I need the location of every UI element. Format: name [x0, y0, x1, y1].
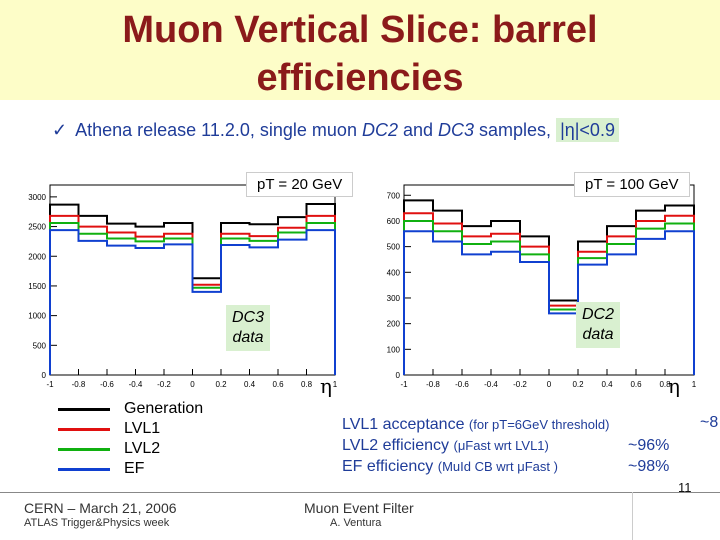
footer-event: ATLAS Trigger&Physics week [24, 517, 170, 529]
pt20-x-tick-label: -0.4 [129, 380, 143, 389]
pt20-x-tick-label: 1 [333, 380, 338, 389]
pt20-y-tick-label: 500 [33, 341, 47, 350]
title-line-2: efficiencies [256, 57, 464, 99]
ef-efficiency-row: EF efficiency (MuId CB wrt μFast ) ~98% [342, 456, 669, 477]
lvl1-value: ~8 [700, 414, 719, 431]
footer-author: A. Ventura [330, 517, 382, 529]
lvl1-acceptance-row: LVL1 acceptance (for pT=6GeV threshold) [342, 414, 609, 435]
bullet-and: and [397, 120, 439, 140]
pt100-y-tick-label: 400 [387, 268, 401, 277]
pt100-x-tick-label: 0.6 [630, 380, 642, 389]
legend-label-generation: Generation [124, 400, 204, 417]
dc3-label-line1: DC3 [232, 309, 265, 326]
pt100-x-tick-label: 0.2 [572, 380, 584, 389]
bullet-dc2: DC2 [361, 120, 398, 140]
dc2-label-line1: DC2 [582, 306, 615, 323]
pt100-x-tick-label: -0.2 [513, 380, 527, 389]
eta-axis-label-right: η [668, 374, 680, 398]
pt20-label: pT = 20 GeV [246, 172, 354, 197]
pt100-x-tick-label: 0.8 [659, 380, 671, 389]
lvl1-main: LVL1 acceptance [342, 416, 469, 433]
dc2-label-line2: data [582, 326, 614, 343]
pt20-x-tick-label: 0.4 [244, 380, 256, 389]
ef-note: (MuId CB wrt μFast ) [437, 459, 558, 474]
pt20-x-tick-label: -0.6 [100, 380, 114, 389]
title-line-1: Muon Vertical Slice: barrel [122, 9, 598, 51]
plot-pt20: -1 -0.8 -0.6 -0.4 -0.2 0 0.2 0.4 0.6 0.8 1 0 500 1000… [28, 184, 338, 389]
pt100-y-tick-label: 600 [387, 217, 401, 226]
pt100-label: pT = 100 GeV [574, 172, 690, 197]
pt100-x-tick-label: -0.8 [426, 380, 440, 389]
ef-value: ~98% [628, 458, 670, 475]
pt100-y-tick-label: 500 [387, 243, 401, 252]
pt100-y-tick-label: 200 [387, 320, 401, 329]
ef-main: EF efficiency [342, 458, 438, 475]
bullet-suffix: samples, [474, 120, 557, 140]
lvl2-value: ~96% [628, 437, 670, 454]
bullet-prefix: Athena release 11.2.0, single muon [75, 120, 362, 140]
pt100-x-tick-label: 0 [547, 380, 552, 389]
pt20-x-tick-label: 0.2 [215, 380, 227, 389]
footer-topic: Muon Event Filter [304, 500, 414, 516]
pt20-y-tick-label: 3000 [28, 193, 46, 202]
legend-line-generation [58, 408, 110, 411]
legend-line-lvl1 [58, 428, 110, 431]
pt100-x-tick-label: -0.6 [455, 380, 469, 389]
legend-label-ef: EF [124, 460, 145, 477]
footer-divider [0, 492, 720, 493]
legend-label-lvl2: LVL2 [124, 440, 161, 457]
dc2-data-label: DC2 data [576, 302, 621, 348]
lvl2-note: (μFast wrt LVL1) [453, 438, 549, 453]
pt20-x-tick-label: 0 [190, 380, 195, 389]
page-number-box [632, 492, 720, 540]
pt100-y-tick-label: 0 [396, 371, 401, 380]
slide-title: Muon Vertical Slice: barrel efficiencies [0, 6, 720, 102]
pt20-x-tick-label: 0.8 [301, 380, 313, 389]
pt100-y-tick-label: 100 [387, 345, 401, 354]
lvl2-efficiency-row: LVL2 efficiency (μFast wrt LVL1) ~96% [342, 435, 669, 456]
dc3-label-line2: data [232, 329, 264, 346]
legend-line-lvl2 [58, 448, 110, 451]
efficiency-summary: LVL1 acceptance (for pT=6GeV threshold) … [342, 414, 669, 477]
eta-cut-label: |η|<0.9 [556, 118, 619, 142]
eta-axis-label-left: η [320, 374, 332, 398]
pt20-x-tick-label: 0.6 [272, 380, 284, 389]
pt100-x-tick-label: -0.4 [484, 380, 498, 389]
check-icon: ✓ [52, 120, 68, 140]
legend-label-lvl1: LVL1 [124, 420, 161, 437]
pt100-x-tick-label: 1 [692, 380, 697, 389]
pt20-y-tick-label: 2000 [28, 252, 46, 261]
pt100-x-tick-label: 0.4 [601, 380, 613, 389]
pt100-x-tick-label: -1 [400, 380, 408, 389]
pt20-y-tick-label: 2500 [28, 223, 46, 232]
release-bullet: ✓ Athena release 11.2.0, single muon DC2 … [52, 118, 619, 142]
pt20-y-tick-label: 1000 [28, 312, 46, 321]
pt20-x-tick-label: -1 [46, 380, 54, 389]
bullet-dc3: DC3 [438, 120, 475, 140]
lvl2-main: LVL2 efficiency [342, 437, 454, 454]
title-band [0, 0, 720, 100]
footer-date: CERN – March 21, 2006 [24, 500, 177, 516]
legend-line-ef [58, 468, 110, 471]
pt100-y-tick-label: 300 [387, 294, 401, 303]
pt20-y-tick-label: 1500 [28, 282, 46, 291]
pt20-y-tick-label: 0 [42, 371, 47, 380]
pt100-series-ef [403, 230, 695, 375]
pt20-x-tick-label: -0.2 [157, 380, 171, 389]
dc3-data-label: DC3 data [226, 305, 271, 351]
pt20-series-ef [49, 229, 336, 375]
page-number: 11 [678, 480, 692, 495]
pt20-x-tick-label: -0.8 [72, 380, 86, 389]
pt100-y-tick-label: 700 [387, 191, 401, 200]
lvl1-note: (for pT=6GeV threshold) [468, 417, 610, 432]
plot-pt100: -1 -0.8 -0.6 -0.4 -0.2 0 0.2 0.4 0.6 0.8 1 0 100 200 3… [387, 184, 697, 389]
